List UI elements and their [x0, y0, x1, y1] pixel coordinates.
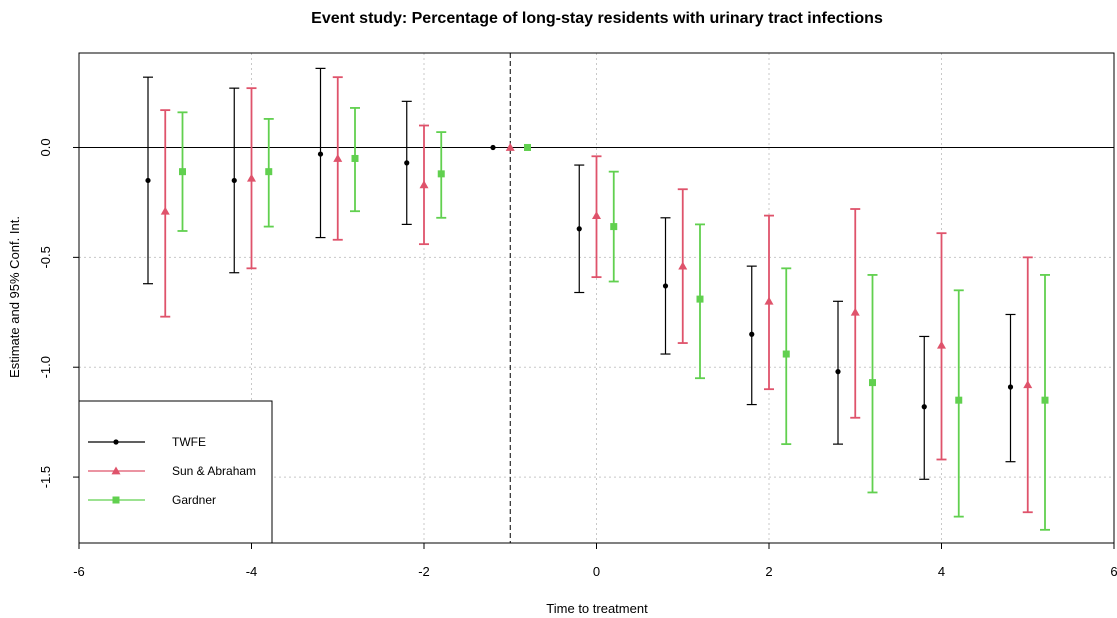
- y-tick-label: -0.5: [38, 246, 53, 268]
- estimate-point: [869, 379, 876, 387]
- y-tick-label: -1.5: [38, 466, 53, 488]
- x-tick-label: -4: [246, 564, 258, 579]
- legend-box: [78, 400, 273, 544]
- estimate-point: [145, 177, 151, 184]
- estimate-point: [333, 153, 343, 162]
- estimate-point: [179, 168, 186, 176]
- estimate-point: [955, 396, 963, 404]
- legend-item: TWFE: [88, 435, 206, 449]
- estimate-point: [505, 142, 515, 151]
- legend-item: Sun & Abraham: [88, 464, 256, 478]
- estimate-point: [576, 226, 582, 232]
- estimate-point: [160, 206, 170, 215]
- x-tick-label: 2: [765, 564, 772, 579]
- estimate-point: [592, 211, 601, 219]
- legend-marker: [113, 439, 119, 445]
- estimate-point: [850, 307, 860, 316]
- legend-label: TWFE: [172, 435, 206, 449]
- axes: -6 -4 -2 0 2 4 6 0.0 -0.5 -1.0 -1.5: [38, 52, 1117, 579]
- estimate-point: [782, 350, 790, 358]
- estimate-point: [351, 154, 359, 162]
- series-sun-abraham: [160, 76, 1033, 514]
- x-tick-label: -6: [73, 564, 85, 579]
- estimate-point: [835, 369, 841, 375]
- series-gardner: [177, 107, 1050, 531]
- estimate-point: [231, 177, 237, 184]
- estimate-point: [696, 295, 704, 303]
- estimate-point: [419, 180, 429, 189]
- estimate-point: [921, 404, 927, 410]
- estimate-point: [1041, 396, 1049, 404]
- estimate-point: [662, 283, 669, 289]
- estimate-point: [265, 168, 273, 176]
- y-axis-label: Estimate and 95% Conf. Int.: [7, 216, 22, 378]
- estimate-point: [678, 261, 688, 270]
- chart-title: Event study: Percentage of long-stay res…: [311, 10, 883, 27]
- legend-label: Gardner: [172, 493, 216, 507]
- legend-label: Sun & Abraham: [172, 464, 256, 478]
- estimate-point: [437, 170, 445, 178]
- y-tick-label: -1.0: [38, 356, 53, 378]
- x-axis-label: Time to treatment: [546, 601, 648, 616]
- x-tick-label: 6: [1110, 564, 1117, 579]
- estimate-point: [490, 144, 496, 151]
- legend-marker: [112, 496, 120, 504]
- legend-item: Gardner: [88, 493, 216, 507]
- estimate-point: [1007, 384, 1014, 390]
- estimate-point: [749, 331, 755, 337]
- estimate-point: [937, 340, 946, 349]
- estimate-point: [317, 151, 324, 157]
- x-tick-label: 0: [593, 564, 600, 579]
- x-tick-label: -2: [418, 564, 430, 579]
- legend: TWFE Sun & Abraham Gardner: [78, 400, 273, 544]
- y-tick-label: 0.0: [38, 138, 53, 156]
- estimate-point: [1023, 380, 1033, 389]
- series-twfe: [143, 67, 1016, 480]
- estimate-point: [764, 296, 774, 305]
- estimate-point: [404, 160, 410, 166]
- estimate-point: [610, 223, 618, 231]
- x-tick-label: 4: [938, 564, 945, 579]
- series-layer: [143, 67, 1050, 531]
- estimate-point: [247, 173, 256, 182]
- legend-marker: [111, 466, 121, 475]
- estimate-point: [524, 143, 531, 151]
